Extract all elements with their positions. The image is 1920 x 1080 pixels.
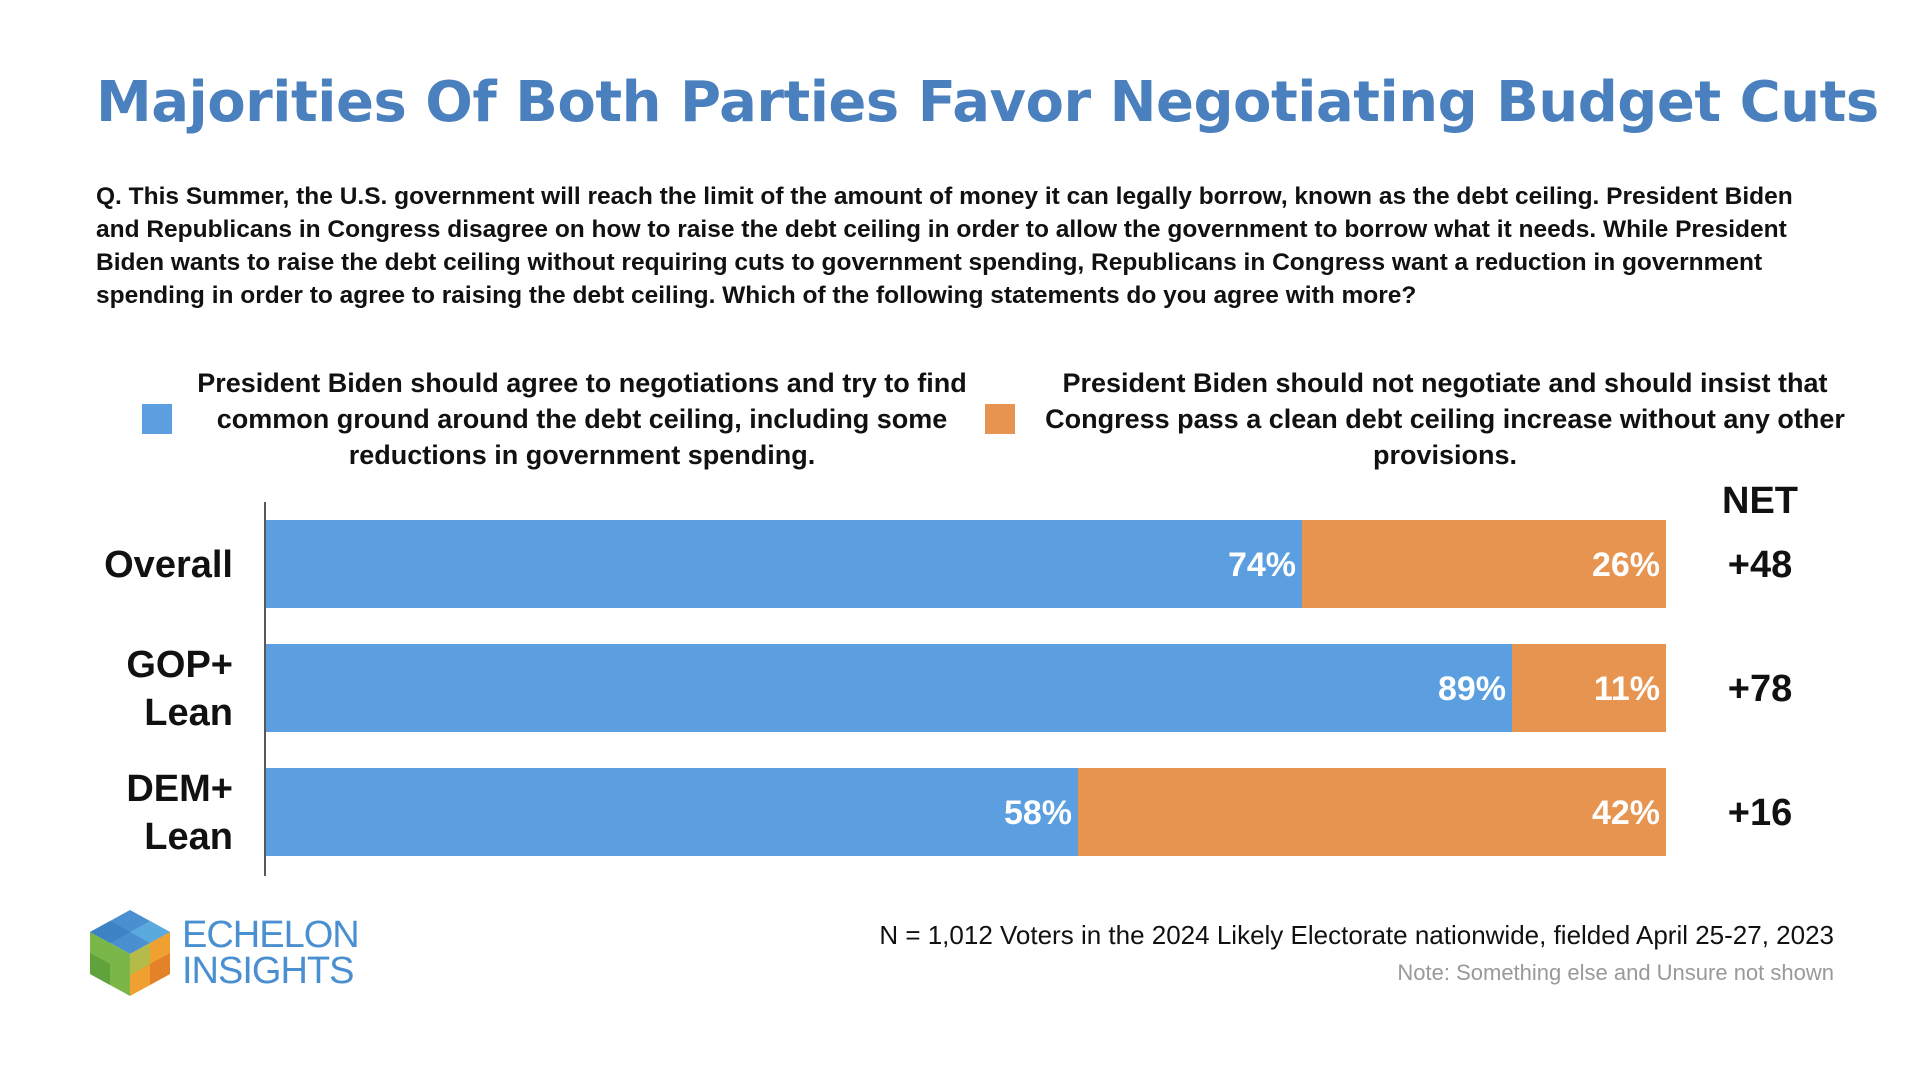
data-label-no-negotiate-0: 26% [1592, 546, 1660, 584]
page-title: Majorities Of Both Parties Favor Negotia… [96, 70, 1879, 135]
bar-negotiate-2 [266, 768, 1078, 856]
note-footnote: Note: Something else and Unsure not show… [1397, 960, 1834, 985]
net-value-0: +48 [1728, 544, 1792, 586]
category-label-2-0: DEM+ [126, 768, 233, 810]
legend-swatch-negotiate [142, 404, 172, 434]
bar-no-negotiate-0 [1302, 520, 1666, 608]
legend-swatch-no-negotiate [985, 404, 1015, 434]
legend-label-negotiate: President Biden should agree to negotiat… [197, 368, 967, 470]
logo-line1: ECHELON [182, 914, 360, 956]
logo-line2: INSIGHTS [182, 950, 354, 992]
echelon-insights-logo: ECHELON INSIGHTS [90, 910, 360, 996]
net-value-2: +16 [1728, 792, 1792, 834]
net-header: NET [1722, 480, 1798, 522]
bar-no-negotiate-1 [1512, 644, 1666, 732]
category-label-1-1: Lean [144, 692, 233, 734]
data-label-negotiate-1: 89% [1438, 670, 1506, 708]
bar-no-negotiate-2 [1078, 768, 1666, 856]
net-value-1: +78 [1728, 668, 1792, 710]
legend-item-no-negotiate: President Biden should not negotiate and… [985, 365, 1865, 473]
data-label-negotiate-0: 74% [1228, 546, 1296, 584]
cube-logo-icon [90, 910, 170, 996]
survey-question: Q. This Summer, the U.S. government will… [96, 183, 1793, 309]
bar-negotiate-0 [266, 520, 1302, 608]
data-label-no-negotiate-2: 42% [1592, 794, 1660, 832]
category-label-0-0: Overall [104, 544, 233, 586]
category-label-2-1: Lean [144, 816, 233, 858]
category-label-1-0: GOP+ [126, 644, 233, 686]
legend-label-no-negotiate: President Biden should not negotiate and… [1045, 368, 1845, 470]
legend-item-negotiate: President Biden should agree to negotiat… [142, 365, 982, 473]
data-label-negotiate-2: 58% [1004, 794, 1072, 832]
bar-negotiate-1 [266, 644, 1512, 732]
data-label-no-negotiate-1: 11% [1594, 670, 1660, 708]
sample-footnote: N = 1,012 Voters in the 2024 Likely Elec… [879, 920, 1834, 950]
